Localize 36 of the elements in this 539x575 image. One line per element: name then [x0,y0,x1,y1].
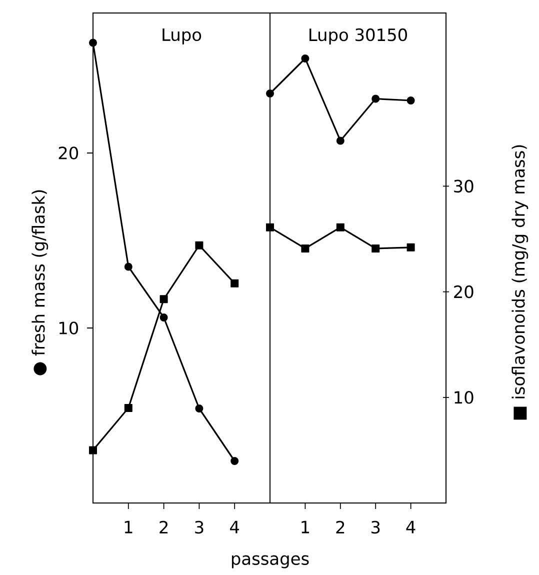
point [124,262,132,271]
y-axis-title: ● fresh mass (g/flask) [32,190,48,376]
y2-axis-title: ■ isoflavonoids (mg/g dry mass) [512,145,528,420]
point [230,457,239,465]
point [160,295,168,304]
point [160,314,168,322]
point [301,54,310,62]
point [195,404,204,412]
point [266,223,274,232]
x-axis-title: passages [232,555,309,568]
point [124,404,132,412]
x-tick-label: 4 [230,520,240,534]
text: Lupo [162,28,202,44]
point [301,244,310,252]
point [406,96,415,104]
point [372,244,380,252]
point [406,243,415,252]
text: Lupo 30150 [310,28,407,44]
x-tick-label: 2 [336,520,344,534]
point [372,94,380,103]
point [89,38,97,47]
x-tick-label: 3 [372,520,380,534]
x-tick-label: 1 [302,520,310,534]
y2-tick-label: 30 [454,180,474,193]
x-tick-label: 1 [124,520,132,534]
point [266,89,274,98]
point [89,446,97,454]
x-tick-label: 4 [406,520,416,534]
y2-tick-label: 10 [454,390,474,404]
point [195,241,204,250]
x-tick-label: 3 [195,520,204,534]
y2-tick-label: 20 [454,285,474,298]
point [336,223,344,232]
x-tick-label: 2 [160,520,168,534]
point [230,279,239,288]
point [336,136,344,145]
